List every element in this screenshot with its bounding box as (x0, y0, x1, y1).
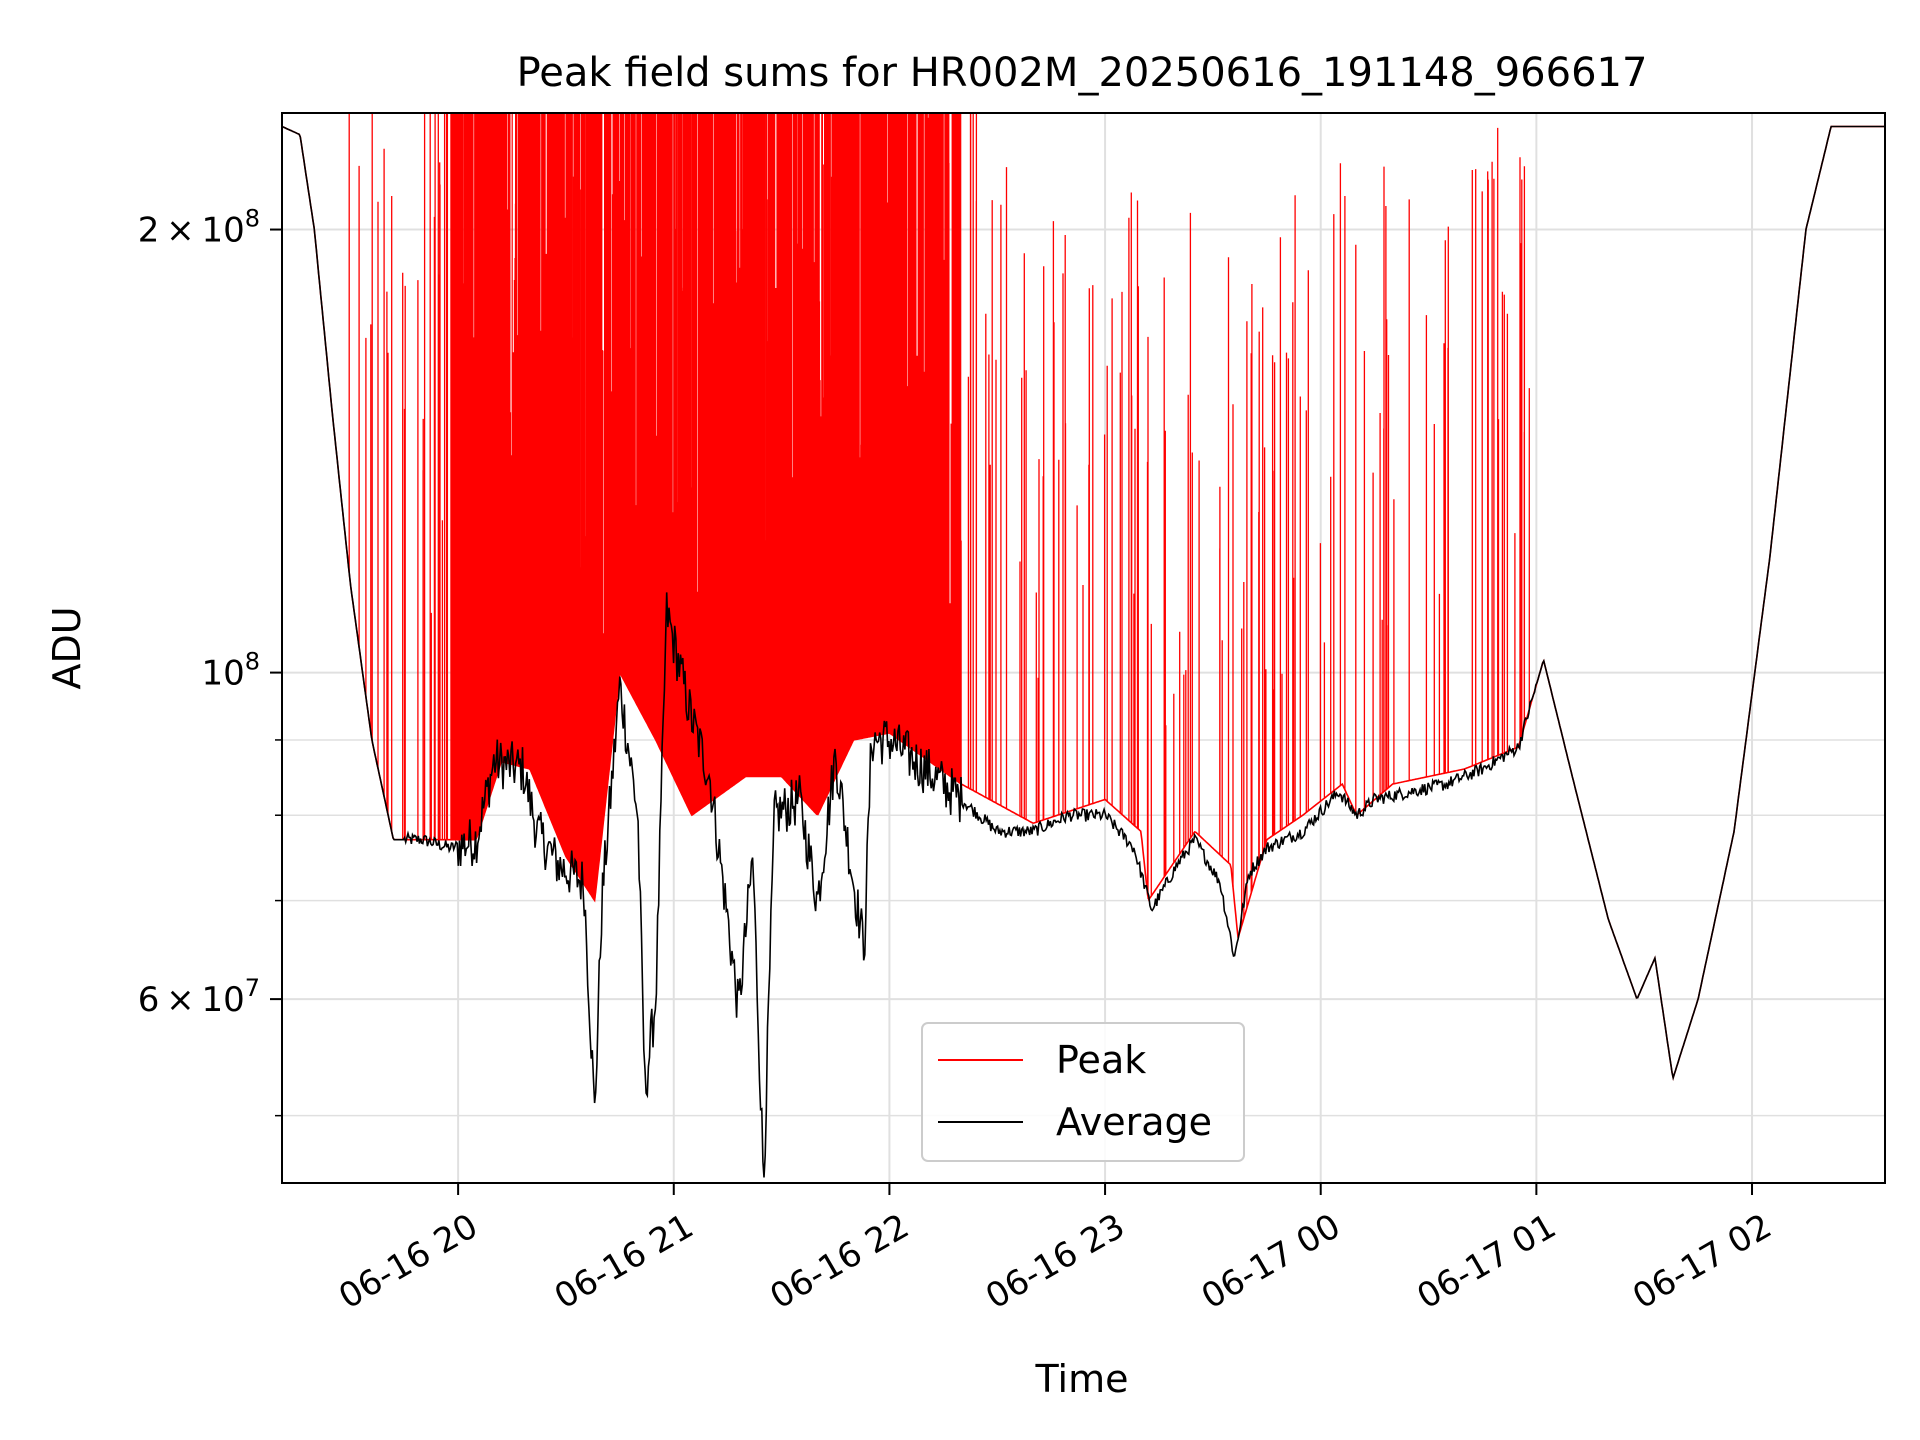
peak-dense-band-path (450, 113, 962, 901)
legend: Peak Average (921, 1022, 1245, 1162)
y-tick-label: 2 × 108 (138, 205, 260, 251)
peak-spikes-path (348, 113, 419, 840)
legend-peak-label: Peak (1056, 1038, 1146, 1082)
peak-spikes-path (985, 127, 1530, 926)
chart-title: Peak field sums for HR002M_20250616_1911… (517, 50, 1648, 96)
y-tick-label: 6 × 107 (138, 974, 260, 1020)
x-axis-label: Time (1035, 1357, 1129, 1401)
average-line-path (282, 125, 1885, 1178)
y-axis-ticks: 2 × 108 108 6 × 107 (138, 205, 282, 1117)
legend-box (921, 1022, 1245, 1162)
plot-area-frame (281, 112, 1886, 1184)
y-tick-label: 108 (201, 648, 260, 694)
series-average-line (282, 125, 1885, 1178)
legend-average-label: Average (1056, 1100, 1212, 1144)
y-axis-label: ADU (45, 606, 89, 689)
